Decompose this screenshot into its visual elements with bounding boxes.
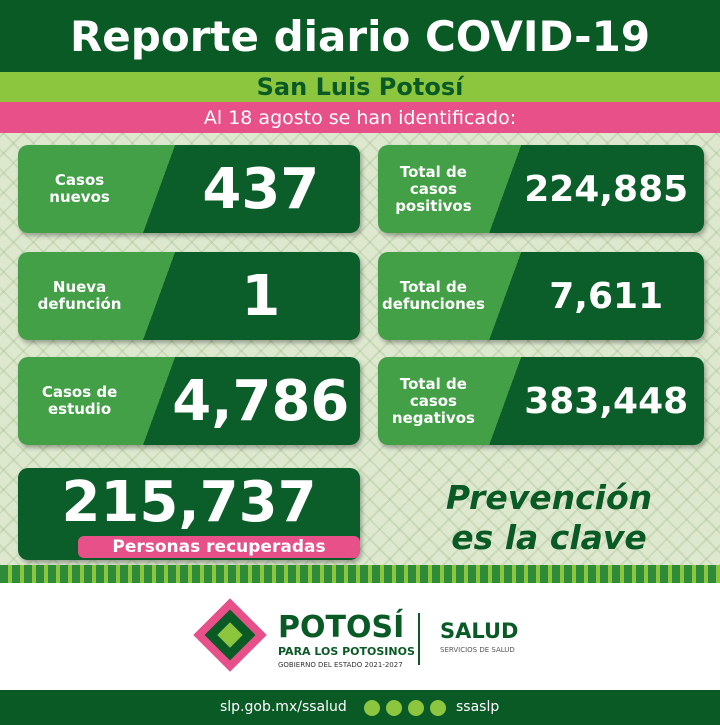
label-line: nuevos <box>49 188 110 206</box>
brand-sub: PARA LOS POTOSINOS <box>278 645 415 658</box>
social-icons <box>364 700 446 716</box>
label-line: positivos <box>395 196 472 215</box>
stat-value: 1 <box>241 263 281 329</box>
stat-card: Nueva defunción 1 <box>18 252 360 340</box>
label-line: estudio <box>47 400 112 418</box>
label-line: Total de <box>399 278 467 296</box>
label-line: defunción <box>37 295 122 313</box>
date-line: Al 18 agosto se han identificado: <box>0 102 720 133</box>
footer: POTOSÍ PARA LOS POTOSINOS GOBIERNO DEL E… <box>0 583 720 690</box>
stat-label: Total de defunciones <box>378 252 489 340</box>
label-line: casos <box>409 179 457 198</box>
recovered-value: 215,737 <box>61 470 317 535</box>
url[interactable]: slp.gob.mx/ssalud <box>220 699 347 715</box>
slogan-line: Prevención <box>445 478 653 517</box>
stat-card: Total de casos positivos 224,885 <box>378 145 704 233</box>
label-line: Total de <box>399 374 467 393</box>
stat-label: Total de casos positivos <box>378 145 489 233</box>
stat-value: 224,885 <box>524 168 689 210</box>
government: GOBIERNO DEL ESTADO 2021-2027 <box>278 661 403 669</box>
logo-emblem <box>193 598 267 672</box>
recovered-card: 215,737 Personas recuperadas <box>18 468 360 560</box>
dept: SALUD <box>440 619 519 643</box>
stat-label: Nueva defunción <box>18 252 141 340</box>
stat-label: Total de casos negativos <box>378 357 489 445</box>
label-line: Casos de <box>41 383 118 401</box>
pattern-strip <box>0 565 720 583</box>
stat-card: Total de casos negativos 383,448 <box>378 357 704 445</box>
stat-card: Casos de estudio 4,786 <box>18 357 360 445</box>
stat-value: 7,611 <box>549 275 664 317</box>
label-line: Nueva <box>52 278 107 296</box>
label-line: negativos <box>391 408 475 427</box>
stat-label: Casos nuevos <box>18 145 141 233</box>
handle[interactable]: ssaslp <box>456 699 500 715</box>
label-line: casos <box>409 391 457 410</box>
stat-value: 4,786 <box>172 368 350 434</box>
stat-value: 437 <box>202 156 320 222</box>
recovered-label: Personas recuperadas <box>78 536 360 558</box>
stat-card: Casos nuevos 437 <box>18 145 360 233</box>
stat-card: Total de defunciones 7,611 <box>378 252 704 340</box>
subtitle: San Luis Potosí <box>0 72 720 102</box>
title: Reporte diario COVID-19 <box>0 0 720 72</box>
label-line: defunciones <box>381 295 485 313</box>
label-line: Casos <box>54 171 105 189</box>
dept-sub: SERVICIOS DE SALUD <box>440 646 515 654</box>
stat-value: 383,448 <box>524 380 689 422</box>
label-line: Total de <box>399 162 467 181</box>
brand: POTOSÍ <box>278 610 405 645</box>
stat-label: Casos de estudio <box>18 357 141 445</box>
bottom-bar: slp.gob.mx/ssalud ssaslp <box>0 690 720 725</box>
slogan-line: es la clave <box>451 518 647 557</box>
divider <box>418 613 420 665</box>
slogan: Prevención es la clave <box>378 478 720 558</box>
